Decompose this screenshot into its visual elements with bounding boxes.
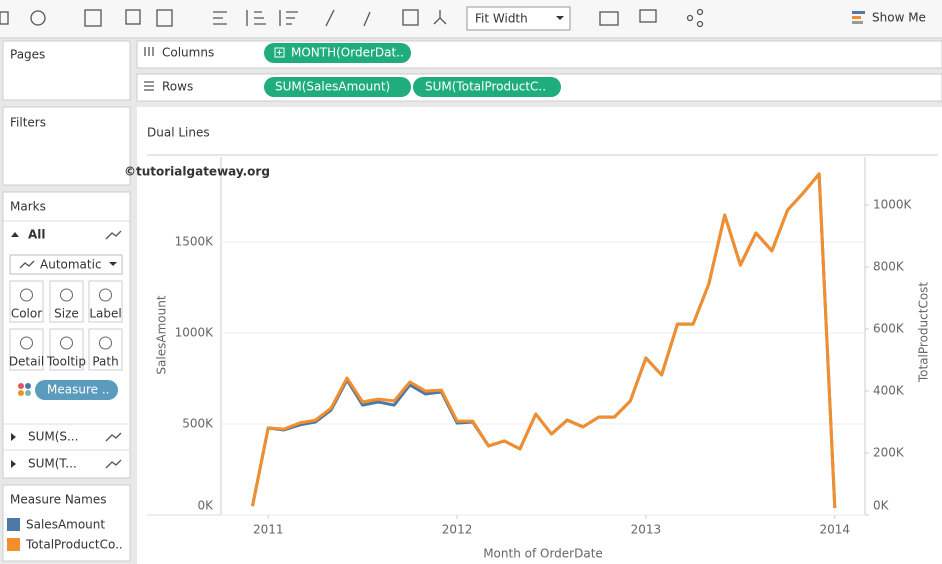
y-axis-title: SalesAmount (155, 295, 169, 374)
show-me[interactable]: Show Me (872, 11, 926, 25)
mark-button-label[interactable]: Detail (9, 355, 44, 369)
toolbar-icons (0, 8, 704, 28)
line-icon (105, 230, 122, 240)
mark-button-icon (99, 336, 112, 350)
measure-pill[interactable] (35, 380, 118, 400)
expand-icon (11, 433, 16, 441)
legend-label: SalesAmount (26, 518, 105, 532)
legend-title: Measure Names (10, 493, 106, 507)
mark-button-label[interactable]: Color (11, 307, 42, 321)
pill[interactable] (264, 43, 411, 63)
chart-title: Dual Lines (147, 126, 210, 140)
series-line (251, 172, 837, 508)
legend-swatch (7, 518, 20, 531)
mark-button-label[interactable]: Size (54, 307, 79, 321)
pill[interactable] (413, 77, 561, 97)
pill-label[interactable]: SUM(SalesAmount) (275, 80, 390, 94)
line-icon (19, 260, 35, 269)
y-tick-label: 0K (197, 499, 214, 513)
measure-pill-label[interactable]: Measure .. (47, 383, 109, 397)
color-dot (18, 390, 24, 396)
y2-tick-label: 600K (873, 322, 905, 336)
dropdown-arrow (109, 262, 117, 266)
pages-card (2, 40, 131, 101)
pages-title: Pages (10, 48, 45, 62)
marks-all[interactable]: All (28, 228, 46, 242)
x-axis-title: Month of OrderDate (483, 547, 603, 561)
mark-button-icon (20, 336, 33, 350)
y2-tick-label: 400K (873, 384, 905, 398)
pill-icon (274, 47, 285, 58)
mark-type[interactable]: Automatic (40, 258, 102, 272)
x-tick-label: 2011 (253, 523, 284, 537)
dropdown-arrow (556, 16, 564, 20)
expand-icon (11, 460, 16, 468)
legend-label: TotalProductCo.. (25, 538, 123, 552)
mark-button-icon (60, 336, 73, 350)
view (137, 107, 942, 564)
y-tick-label: 1500K (175, 234, 215, 248)
y2-axis-title: TotalProductCost (917, 282, 931, 384)
legend-swatch (7, 538, 20, 551)
collapse-icon (11, 232, 19, 237)
marks-sub[interactable]: SUM(S... (28, 430, 79, 444)
y2-tick-label: 1000K (873, 198, 913, 212)
mark-button-label[interactable]: Tooltip (46, 355, 86, 369)
x-tick-label: 2014 (820, 523, 851, 537)
line-icon (105, 459, 122, 469)
mark-button-icon (20, 288, 33, 302)
columns-icon (144, 47, 154, 56)
color-dot (25, 383, 31, 389)
fit-label[interactable]: Fit Width (475, 12, 528, 26)
rows-icon (144, 81, 154, 91)
marks-sub[interactable]: SUM(T... (28, 457, 77, 471)
y2-tick-label: 0K (873, 499, 890, 513)
y2-tick-label: 800K (873, 260, 905, 274)
legend-card (2, 484, 131, 562)
mark-button-icon (60, 288, 73, 302)
show-me-icon (852, 11, 865, 24)
columns-label: Columns (162, 46, 214, 60)
mark-button-label[interactable]: Label (89, 307, 121, 321)
pill-icon (277, 50, 282, 55)
line-icon (105, 432, 122, 442)
columns-shelf (136, 40, 942, 69)
pill-label[interactable]: MONTH(OrderDat.. (291, 46, 404, 60)
mark-type-dropdown[interactable] (9, 254, 123, 275)
x-tick-label: 2012 (442, 523, 473, 537)
filters-card (2, 106, 131, 186)
y2-tick-label: 200K (873, 446, 905, 460)
rows-label: Rows (162, 80, 193, 94)
watermark: ©tutorialgateway.org (124, 165, 270, 179)
mark-button-label[interactable]: Path (92, 355, 118, 369)
fit-dropdown[interactable] (466, 6, 571, 31)
mark-button-icon (99, 288, 112, 302)
marks-title: Marks (10, 200, 46, 214)
y-tick-label: 500K (182, 416, 214, 430)
pill[interactable] (264, 77, 411, 97)
filters-title: Filters (10, 116, 46, 130)
pill-label[interactable]: SUM(TotalProductC.. (425, 80, 546, 94)
color-dot (18, 383, 24, 389)
color-dot (25, 390, 31, 396)
y-tick-label: 1000K (175, 325, 215, 339)
x-tick-label: 2013 (631, 523, 662, 537)
